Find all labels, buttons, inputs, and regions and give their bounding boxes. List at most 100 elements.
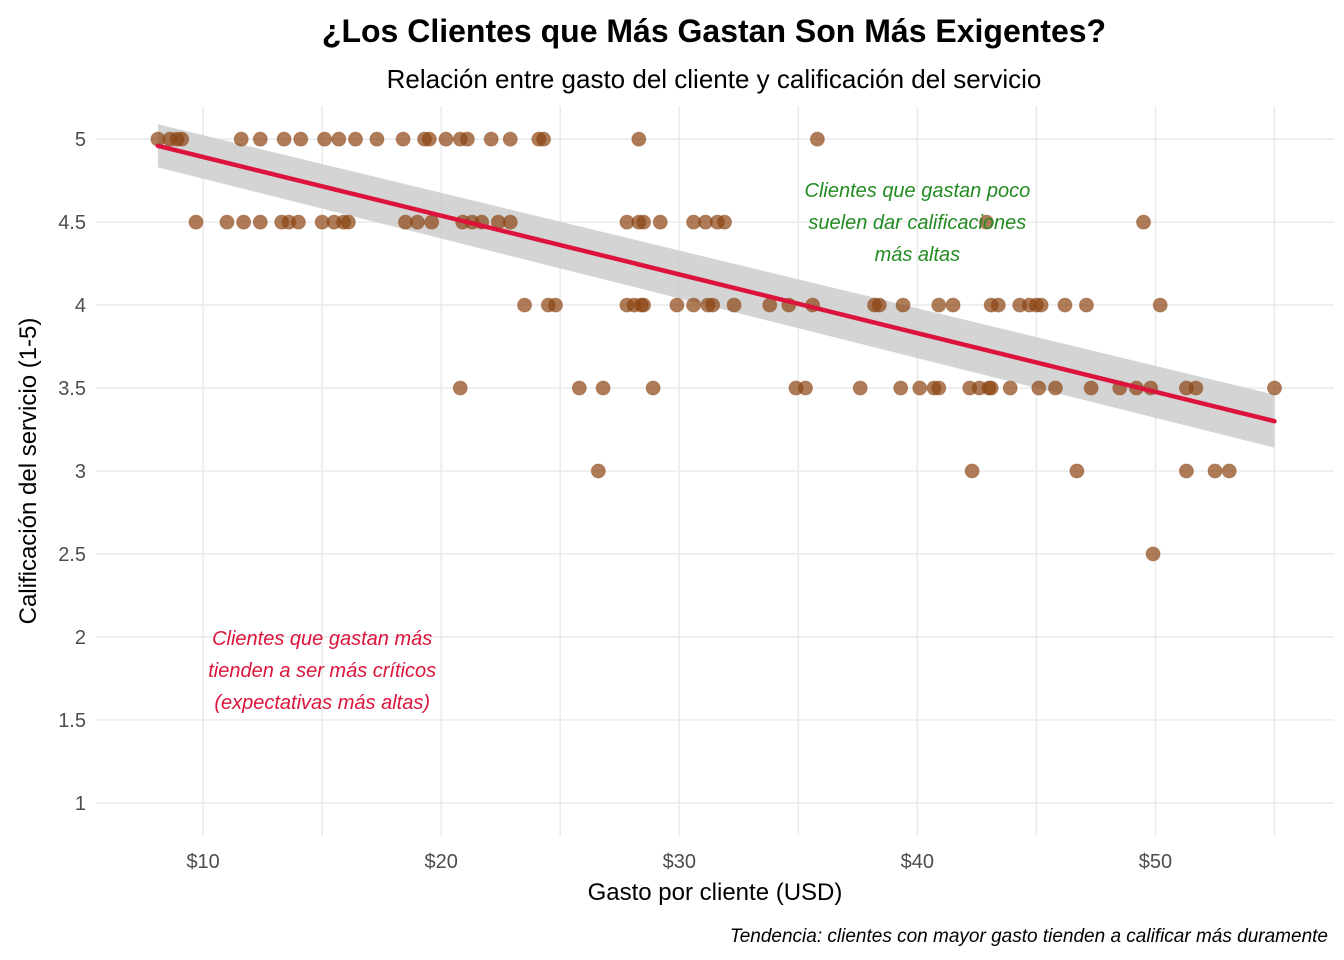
data-point xyxy=(348,131,364,147)
annotation-line: Clientes que gastan más xyxy=(212,628,432,650)
trend-line xyxy=(155,143,1277,424)
annotations: Clientes que gastan poco suelen dar calif… xyxy=(208,180,1030,714)
annotation-line: suelen dar calificaciones xyxy=(808,212,1026,234)
data-point xyxy=(571,380,587,396)
annotation-line: más altas xyxy=(875,244,961,266)
data-point xyxy=(978,214,994,230)
data-point xyxy=(340,214,356,230)
data-point xyxy=(1145,546,1161,562)
annotation-line: tienden a ser más críticos xyxy=(208,660,436,682)
data-point xyxy=(645,380,661,396)
data-point xyxy=(945,297,961,313)
data-point xyxy=(1266,380,1282,396)
data-point xyxy=(636,214,652,230)
y-tick-label: 2.5 xyxy=(58,544,86,566)
chart-title: ¿Los Clientes que Más Gastan Son Más Exi… xyxy=(322,13,1106,49)
data-point xyxy=(424,214,440,230)
trend-line-layer xyxy=(155,143,1277,424)
y-tick-label: 3 xyxy=(75,461,86,483)
data-point xyxy=(895,297,911,313)
x-tick-label: $20 xyxy=(425,851,458,873)
data-point xyxy=(669,297,685,313)
data-point xyxy=(595,380,611,396)
y-tick-label: 3.5 xyxy=(58,378,86,400)
data-point xyxy=(536,131,552,147)
data-point xyxy=(331,131,347,147)
data-point xyxy=(369,131,385,147)
data-point xyxy=(931,380,947,396)
data-point xyxy=(852,380,868,396)
x-tick-label: $30 xyxy=(663,851,696,873)
data-point xyxy=(547,297,563,313)
data-point xyxy=(931,297,947,313)
annotation-line: (expectativas más altas) xyxy=(214,692,430,714)
data-point xyxy=(809,131,825,147)
annotation-line: Clientes que gastan poco xyxy=(805,180,1031,202)
data-point xyxy=(590,463,606,479)
chart-caption: Tendencia: clientes con mayor gasto tien… xyxy=(730,926,1328,947)
data-point xyxy=(1152,297,1168,313)
data-point xyxy=(1031,380,1047,396)
data-point xyxy=(912,380,928,396)
x-tick-label: $10 xyxy=(186,851,219,873)
x-tick-label: $40 xyxy=(901,851,934,873)
y-axis-title: Calificación del servicio (1-5) xyxy=(15,318,42,625)
confidence-band-layer xyxy=(157,124,1275,448)
y-tick-label: 1.5 xyxy=(58,710,86,732)
data-point xyxy=(188,214,204,230)
data-point xyxy=(252,131,268,147)
data-point xyxy=(174,131,190,147)
data-point xyxy=(236,214,252,230)
data-point xyxy=(633,297,649,313)
data-point xyxy=(1221,463,1237,479)
y-tick-label: 1 xyxy=(75,793,86,815)
data-point xyxy=(631,131,647,147)
data-point xyxy=(797,380,813,396)
data-point xyxy=(686,297,702,313)
x-axis-title: Gasto por cliente (USD) xyxy=(588,879,843,906)
data-point xyxy=(1136,214,1152,230)
data-point xyxy=(252,214,268,230)
data-point xyxy=(1069,463,1085,479)
x-axis-ticks: $10 $20 $30 $40 $50 xyxy=(186,851,1172,873)
data-point xyxy=(893,380,909,396)
data-point xyxy=(517,297,533,313)
data-point xyxy=(990,297,1006,313)
data-point xyxy=(395,131,411,147)
data-point xyxy=(483,131,499,147)
y-tick-label: 4 xyxy=(75,295,86,317)
data-point xyxy=(293,131,309,147)
data-point xyxy=(452,380,468,396)
data-point xyxy=(317,131,333,147)
data-point xyxy=(409,214,425,230)
data-point xyxy=(726,297,742,313)
data-point xyxy=(652,214,668,230)
data-point xyxy=(1057,297,1073,313)
data-point xyxy=(502,131,518,147)
data-point xyxy=(1028,297,1044,313)
data-point xyxy=(717,214,733,230)
data-point xyxy=(502,214,518,230)
data-point xyxy=(1178,463,1194,479)
y-tick-label: 5 xyxy=(75,129,86,151)
y-axis-ticks: 1 1.5 2 2.5 3 3.5 4 4.5 5 xyxy=(58,129,86,815)
confidence-band xyxy=(157,124,1275,448)
data-point xyxy=(421,131,437,147)
data-point xyxy=(983,380,999,396)
data-point xyxy=(233,131,249,147)
data-point xyxy=(1207,463,1223,479)
chart-subtitle: Relación entre gasto del cliente y calif… xyxy=(387,64,1042,94)
data-point xyxy=(290,214,306,230)
data-point xyxy=(1078,297,1094,313)
data-point xyxy=(705,297,721,313)
data-point xyxy=(438,131,454,147)
data-point xyxy=(871,297,887,313)
x-tick-label: $50 xyxy=(1139,851,1172,873)
data-point xyxy=(276,131,292,147)
data-point xyxy=(1188,380,1204,396)
data-point xyxy=(964,463,980,479)
y-tick-label: 4.5 xyxy=(58,212,86,234)
data-point xyxy=(1047,380,1063,396)
data-point xyxy=(1002,380,1018,396)
